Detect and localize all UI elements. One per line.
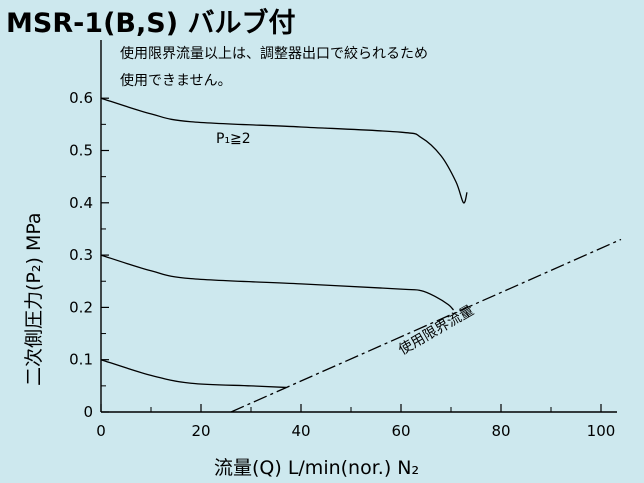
- y-tick-label: 0.4: [69, 194, 93, 212]
- series-layer: [100, 97, 622, 413]
- x-ticks: 0 20 40 60 80 100: [96, 404, 615, 440]
- y-tick-label: 0.2: [69, 298, 93, 316]
- x-tick-label: 60: [391, 422, 410, 440]
- y-tick-label: 0.5: [69, 142, 93, 160]
- y-tick-label: 0.3: [69, 246, 93, 264]
- chart-title: MSR-1(B,S) バルブ付: [6, 7, 295, 39]
- series-line: [100, 359, 287, 389]
- limit-line-label: 使用限界流量: [396, 302, 477, 359]
- x-tick-label: 20: [191, 422, 210, 440]
- note-line-1: 使用限界流量以上は、調整器出口で絞られるため: [120, 45, 428, 62]
- series-line: [100, 97, 468, 204]
- y-tick-label: 0.1: [69, 351, 93, 369]
- series-line: [100, 254, 454, 311]
- limit-line: [230, 238, 622, 413]
- x-tick-label: 80: [491, 422, 510, 440]
- x-tick-label: 100: [587, 422, 616, 440]
- x-tick-label: 40: [291, 422, 310, 440]
- x-tick-label: 0: [96, 422, 106, 440]
- y-tick-label: 0: [83, 403, 93, 421]
- y-tick-label: 0.6: [69, 89, 93, 107]
- note-line-2: 使用できません。: [120, 72, 232, 89]
- y-axis-title: 二次側圧力(P₂) MPa: [23, 212, 45, 386]
- x-axis-title: 流量(Q) L/min(nor.) N₂: [214, 457, 419, 479]
- condition-label: P₁≧2: [216, 131, 251, 147]
